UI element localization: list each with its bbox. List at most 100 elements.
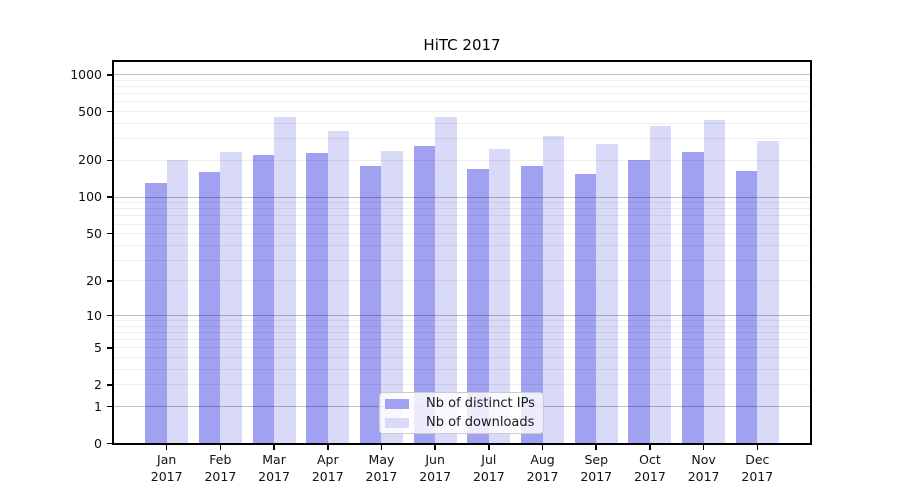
gridline-major — [113, 196, 811, 198]
y-axis-tick — [107, 384, 112, 386]
x-axis-tick-label: May 2017 — [365, 452, 398, 484]
x-axis-tick-label: Jul 2017 — [472, 452, 505, 484]
gridline-minor — [113, 347, 811, 349]
gridline-minor — [113, 332, 811, 333]
y-axis-tick — [107, 442, 112, 445]
x-axis-tick — [326, 444, 329, 450]
gridline-minor — [113, 215, 811, 217]
gridline-minor — [113, 357, 811, 359]
y-axis-tick-label: 20 — [86, 272, 102, 288]
bar-sep-downloads — [596, 143, 618, 444]
y-axis-tick-label: 100 — [78, 189, 102, 205]
y-axis-tick-label: 1000 — [70, 66, 102, 82]
x-axis-tick-label: Nov 2017 — [687, 452, 720, 484]
gridline-minor — [113, 369, 811, 370]
bar-jun-downloads — [435, 116, 457, 444]
y-axis-tick-label: 5 — [94, 339, 102, 355]
gridline-major — [113, 315, 811, 316]
gridline-minor — [113, 280, 811, 282]
gridline-major — [113, 74, 811, 76]
x-axis-tick-label: Dec 2017 — [741, 452, 774, 484]
y-axis-tick — [107, 232, 112, 235]
legend-swatch-downloads — [385, 417, 409, 428]
legend-item-distinct-ips: Nb of distinct IPs — [380, 394, 543, 413]
y-axis-tick-label: 0 — [94, 435, 102, 451]
gridline-minor — [113, 259, 811, 261]
gridline-minor — [113, 320, 811, 322]
bar-aug-downloads — [542, 136, 565, 444]
y-axis-tick — [107, 73, 112, 76]
legend: Nb of distinct IPs Nb of downloads — [379, 392, 544, 434]
bar-nov-ips — [682, 151, 704, 444]
x-axis-tick-label: Jan 2017 — [150, 452, 183, 484]
bar-apr-downloads — [327, 130, 350, 444]
x-axis-tick — [756, 444, 759, 450]
x-axis-tick — [434, 444, 436, 450]
gridline-minor — [113, 123, 811, 125]
gridline-minor — [113, 244, 811, 246]
legend-swatch-distinct-ips — [385, 398, 409, 409]
bar-oct-ips — [628, 160, 650, 444]
gridline-minor — [113, 208, 811, 210]
chart-title: HiTC 2017 — [423, 36, 501, 54]
x-axis-tick-label: Feb 2017 — [204, 452, 237, 484]
gridline-minor — [113, 101, 811, 103]
y-axis-tick — [107, 405, 112, 408]
gridline-minor — [113, 339, 811, 341]
gridline-minor — [113, 86, 811, 88]
bar-dec-downloads — [757, 140, 779, 444]
legend-item-downloads: Nb of downloads — [380, 413, 543, 432]
x-axis-tick — [273, 444, 275, 450]
bar-dec-ips — [735, 170, 758, 444]
bar-mar-downloads — [274, 117, 296, 444]
x-axis-tick-label: Oct 2017 — [634, 452, 666, 484]
bar-nov-downloads — [703, 120, 726, 444]
bar-jan-downloads — [166, 160, 189, 444]
y-axis-tick-label: 1 — [94, 398, 102, 414]
bar-mar-ips — [252, 155, 275, 444]
x-axis-tick — [541, 444, 544, 450]
legend-label-distinct-ips: Nb of distinct IPs — [426, 396, 535, 411]
y-axis-tick-label: 2 — [94, 376, 102, 392]
y-axis-tick — [107, 196, 112, 198]
bar-sep-ips — [574, 173, 597, 444]
bar-jul-ips — [467, 169, 489, 444]
y-axis-tick-label: 10 — [86, 307, 102, 323]
bar-aug-ips — [521, 166, 543, 444]
y-axis-tick — [107, 280, 112, 282]
x-axis-tick — [380, 444, 383, 450]
bar-oct-downloads — [649, 125, 672, 444]
bar-apr-ips — [306, 153, 328, 444]
bar-jun-ips — [413, 146, 436, 444]
gridline-minor — [113, 325, 811, 327]
x-axis-tick — [595, 444, 598, 450]
gridline-minor — [113, 159, 811, 161]
y-axis-tick-label: 200 — [78, 152, 102, 168]
gridline-minor — [113, 202, 811, 204]
bar-may-downloads — [381, 150, 403, 444]
x-axis-tick-label: Apr 2017 — [311, 452, 344, 484]
y-axis-tick-label: 500 — [78, 103, 102, 119]
gridline-minor — [113, 93, 811, 95]
x-axis-tick — [649, 444, 651, 450]
x-axis-tick — [702, 444, 705, 450]
gridline-minor — [113, 111, 811, 113]
bar-jul-downloads — [488, 148, 511, 444]
x-axis-tick-label: Sep 2017 — [580, 452, 613, 484]
gridline-minor — [113, 384, 811, 386]
gridline-minor — [113, 138, 811, 140]
x-axis-tick — [165, 444, 168, 450]
x-axis-tick — [219, 444, 222, 450]
x-axis-tick-label: Mar 2017 — [258, 452, 290, 484]
bar-feb-ips — [198, 172, 221, 444]
gridline-minor — [113, 223, 811, 225]
x-axis-tick-label: Aug 2017 — [526, 452, 559, 484]
gridline-minor — [113, 233, 811, 235]
x-axis-tick — [488, 444, 490, 450]
bar-feb-downloads — [220, 151, 242, 444]
y-axis-tick — [107, 314, 112, 317]
x-axis-tick-label: Jun 2017 — [419, 452, 452, 484]
y-axis-tick — [107, 347, 112, 349]
legend-label-downloads: Nb of downloads — [426, 415, 535, 430]
